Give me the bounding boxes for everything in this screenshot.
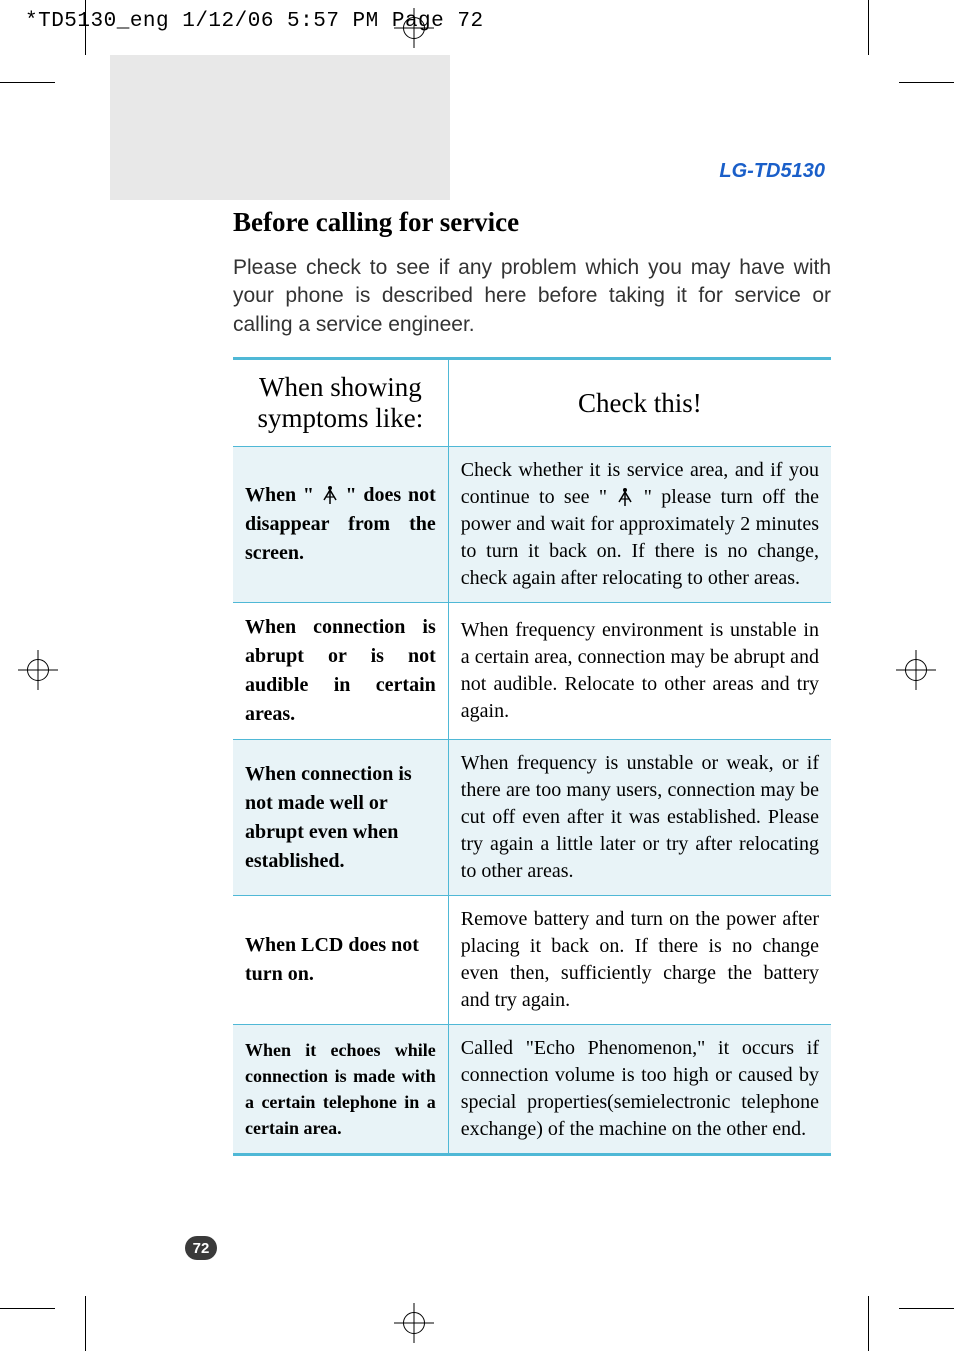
table-row: When connection is abrupt or is not audi…	[233, 603, 831, 740]
symptom-cell: When it echoes while connection is made …	[233, 1025, 448, 1155]
symptom-cell: When connection is not made well or abru…	[233, 740, 448, 896]
check-cell: Check whether it is service area, and if…	[448, 447, 831, 603]
registration-mark-icon	[896, 650, 936, 690]
table-row: When connection is not made well or abru…	[233, 740, 831, 896]
model-label: LG-TD5130	[233, 160, 831, 183]
section-heading: Before calling for service	[233, 207, 831, 238]
check-cell: Remove battery and turn on the power aft…	[448, 896, 831, 1025]
crop-mark	[0, 1308, 55, 1309]
table-header-symptom: When showing symptoms like:	[233, 359, 448, 447]
crop-mark	[0, 82, 55, 83]
symptom-cell: When " " does not disappear from the scr…	[233, 447, 448, 603]
registration-mark-icon	[394, 1303, 434, 1343]
antenna-icon	[617, 486, 633, 506]
table-row: When it echoes while connection is made …	[233, 1025, 831, 1155]
crop-mark	[85, 1296, 86, 1351]
antenna-icon	[322, 484, 338, 504]
troubleshooting-table: When showing symptoms like: Check this! …	[233, 357, 831, 1156]
crop-mark	[868, 1296, 869, 1351]
crop-mark	[899, 1308, 954, 1309]
crop-mark	[899, 82, 954, 83]
check-cell: When frequency environment is unstable i…	[448, 603, 831, 740]
symptom-cell: When LCD does not turn on.	[233, 896, 448, 1025]
print-slug: *TD5130_eng 1/12/06 5:57 PM Page 72	[25, 10, 484, 33]
content-block: LG-TD5130 Before calling for service Ple…	[233, 160, 831, 1156]
registration-mark-icon	[18, 650, 58, 690]
check-cell: Called "Echo Phenomenon," it occurs if c…	[448, 1025, 831, 1155]
table-row: When " " does not disappear from the scr…	[233, 447, 831, 603]
table-header-check: Check this!	[448, 359, 831, 447]
check-cell: When frequency is unstable or weak, or i…	[448, 740, 831, 896]
intro-paragraph: Please check to see if any problem which…	[233, 254, 831, 339]
crop-mark	[868, 0, 869, 55]
symptom-cell: When connection is abrupt or is not audi…	[233, 603, 448, 740]
page-number: 72	[185, 1236, 217, 1260]
page-number-wrap: 72	[185, 1236, 217, 1260]
page-area: LG-TD5130 Before calling for service Ple…	[65, 55, 885, 1285]
table-row: When LCD does not turn on.Remove battery…	[233, 896, 831, 1025]
